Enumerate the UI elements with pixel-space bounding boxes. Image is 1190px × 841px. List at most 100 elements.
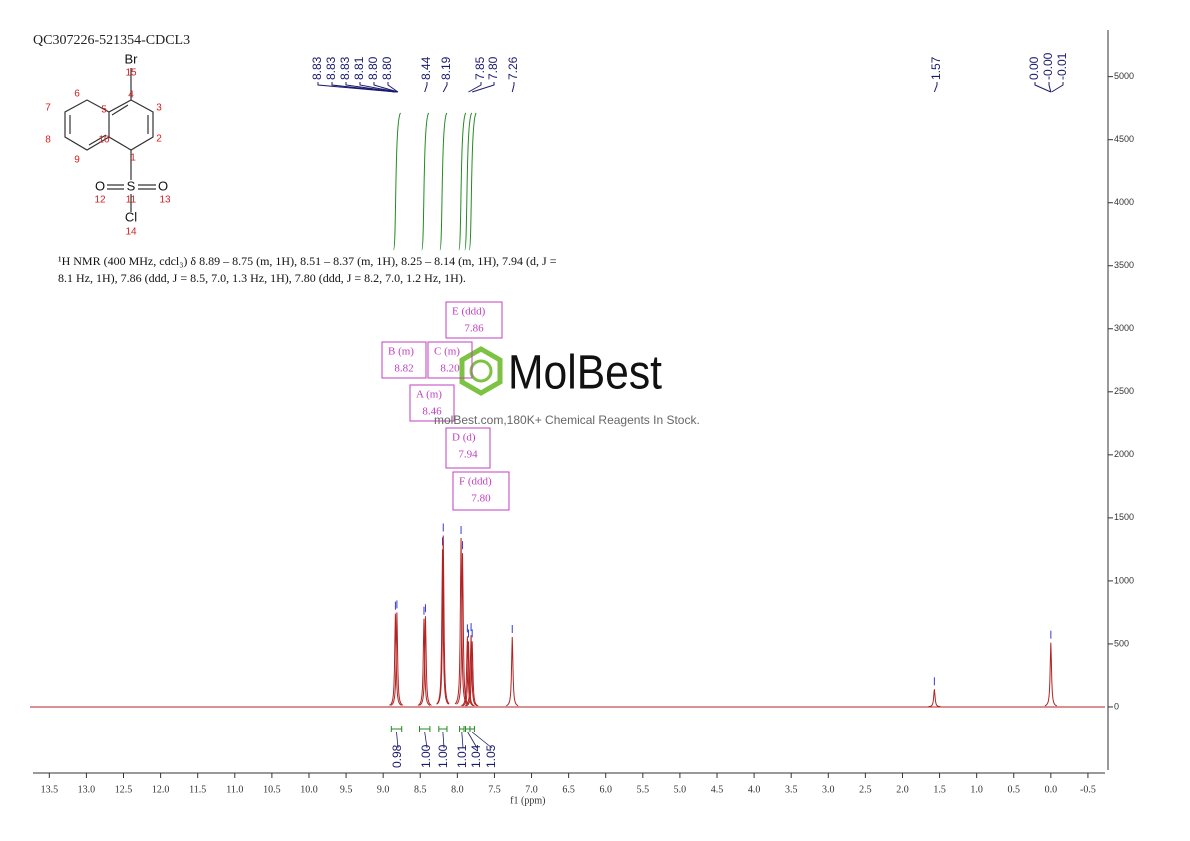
atom-number: 9 [74, 155, 80, 166]
chart-title: QC307226-521354-CDCL3 [33, 33, 190, 48]
atom-number: 3 [156, 103, 162, 114]
peak-connector [933, 82, 938, 93]
peak-connector [331, 82, 396, 93]
atom-symbol: Cl [125, 209, 137, 224]
x-tick-label: 2.0 [896, 784, 909, 795]
peak [1044, 642, 1058, 707]
peak-label: -0.00 [1041, 52, 1055, 80]
peak-connector [1051, 82, 1064, 93]
peak [419, 616, 432, 706]
multiplet-box [381, 341, 427, 379]
peak [464, 635, 478, 707]
molecule-bonds [64, 68, 156, 212]
peak-connector [442, 82, 448, 93]
peak [456, 553, 469, 705]
integral-bracket [465, 726, 471, 732]
peak [462, 641, 475, 707]
multiplet-box [452, 471, 510, 511]
y-tick-label: 3000 [1114, 323, 1134, 333]
peak-connector [468, 82, 482, 93]
atom-number: 4 [128, 90, 134, 101]
atom-number: 12 [94, 195, 106, 206]
peak-label: 8.81 [352, 56, 366, 80]
atom-symbol: Br [125, 51, 139, 66]
atom-number: 13 [159, 195, 171, 206]
peak-label: 1.57 [929, 56, 943, 80]
atom-symbol: O [158, 178, 168, 193]
y-tick-label: 5000 [1114, 71, 1134, 81]
x-tick-label: 8.5 [414, 784, 427, 795]
multiplet-box [427, 341, 473, 379]
integral-leader [424, 731, 428, 749]
multiplet-box [445, 427, 491, 469]
peak-connector [317, 82, 396, 93]
x-tick-label: 13.0 [78, 784, 96, 795]
multiplet-label: A (m) [416, 389, 442, 401]
peak [461, 636, 474, 707]
peak-label: 8.80 [380, 56, 394, 80]
atom-number: 7 [45, 103, 51, 114]
peak [436, 535, 450, 705]
integral-label: 1.00 [436, 744, 450, 768]
peak-label: 8.80 [366, 56, 380, 80]
atom-symbol: S [127, 178, 136, 193]
peak-connector [424, 82, 428, 93]
atom-number: 8 [45, 135, 51, 146]
multiplet-label: C (m) [434, 346, 460, 358]
x-tick-label: 11.0 [226, 784, 243, 795]
atom-symbol: O [95, 178, 105, 193]
atom-number: 6 [74, 89, 80, 100]
x-tick-label: 10.0 [300, 784, 318, 795]
integral-leader [471, 731, 493, 749]
x-tick-label: 11.5 [189, 784, 206, 795]
description-line: ¹H NMR (400 MHz, cdcl₃) δ 8.89 – 8.75 (m… [58, 254, 557, 268]
peak-connector [373, 82, 399, 93]
peak-label: 8.19 [439, 56, 453, 80]
integral-bracket [390, 726, 403, 732]
peak-connector [359, 82, 398, 93]
peak-label: 7.85 [473, 56, 487, 80]
x-tick-label: 9.0 [377, 784, 390, 795]
integral-curve [468, 112, 477, 251]
multiplet-shift: 8.20 [440, 363, 460, 375]
peak-label: -0.01 [1055, 52, 1069, 80]
x-tick-label: 3.5 [785, 784, 798, 795]
integral-curve [458, 112, 467, 251]
multiplet-shift: 8.82 [394, 363, 413, 375]
peak-label: 7.26 [506, 56, 520, 80]
atom-number: 2 [156, 134, 162, 145]
integral-curve [393, 112, 401, 251]
peak [389, 613, 402, 706]
peak [506, 636, 519, 707]
integral-label: 1.01 [455, 744, 469, 768]
integral-curve [421, 112, 430, 251]
y-tick-label: 4000 [1114, 197, 1134, 207]
x-tick-label: 13.5 [41, 784, 59, 795]
y-tick-label: 4500 [1114, 134, 1134, 144]
atom-number: 11 [126, 195, 137, 206]
peak [390, 612, 404, 706]
x-tick-label: 2.5 [859, 784, 872, 795]
peak [436, 549, 449, 705]
watermark-tagline: molBest.com,180K+ Chemical Reagents In S… [434, 413, 700, 427]
y-tick-label: 2500 [1114, 386, 1134, 396]
x-tick-label: 10.5 [263, 784, 281, 795]
x-tick-label: 6.5 [562, 784, 575, 795]
y-tick-label: 3500 [1114, 260, 1134, 270]
x-tick-label: 3.0 [822, 784, 835, 795]
peak-connector [511, 82, 515, 93]
integral-bracket [419, 726, 431, 732]
integral-label: 1.04 [469, 744, 483, 768]
peak-label: 8.83 [310, 56, 324, 80]
multiplet-label: B (m) [388, 346, 414, 358]
x-tick-label: 0.0 [1045, 784, 1058, 795]
integral-curve [464, 112, 473, 251]
multiplet-shift: 8.46 [422, 406, 442, 418]
x-tick-label: 8.0 [451, 784, 464, 795]
peak-label: 0.00 [1027, 56, 1041, 80]
x-tick-label: 5.0 [674, 784, 687, 795]
peak-label: 8.83 [324, 56, 338, 80]
y-tick-label: 0 [1114, 701, 1119, 711]
